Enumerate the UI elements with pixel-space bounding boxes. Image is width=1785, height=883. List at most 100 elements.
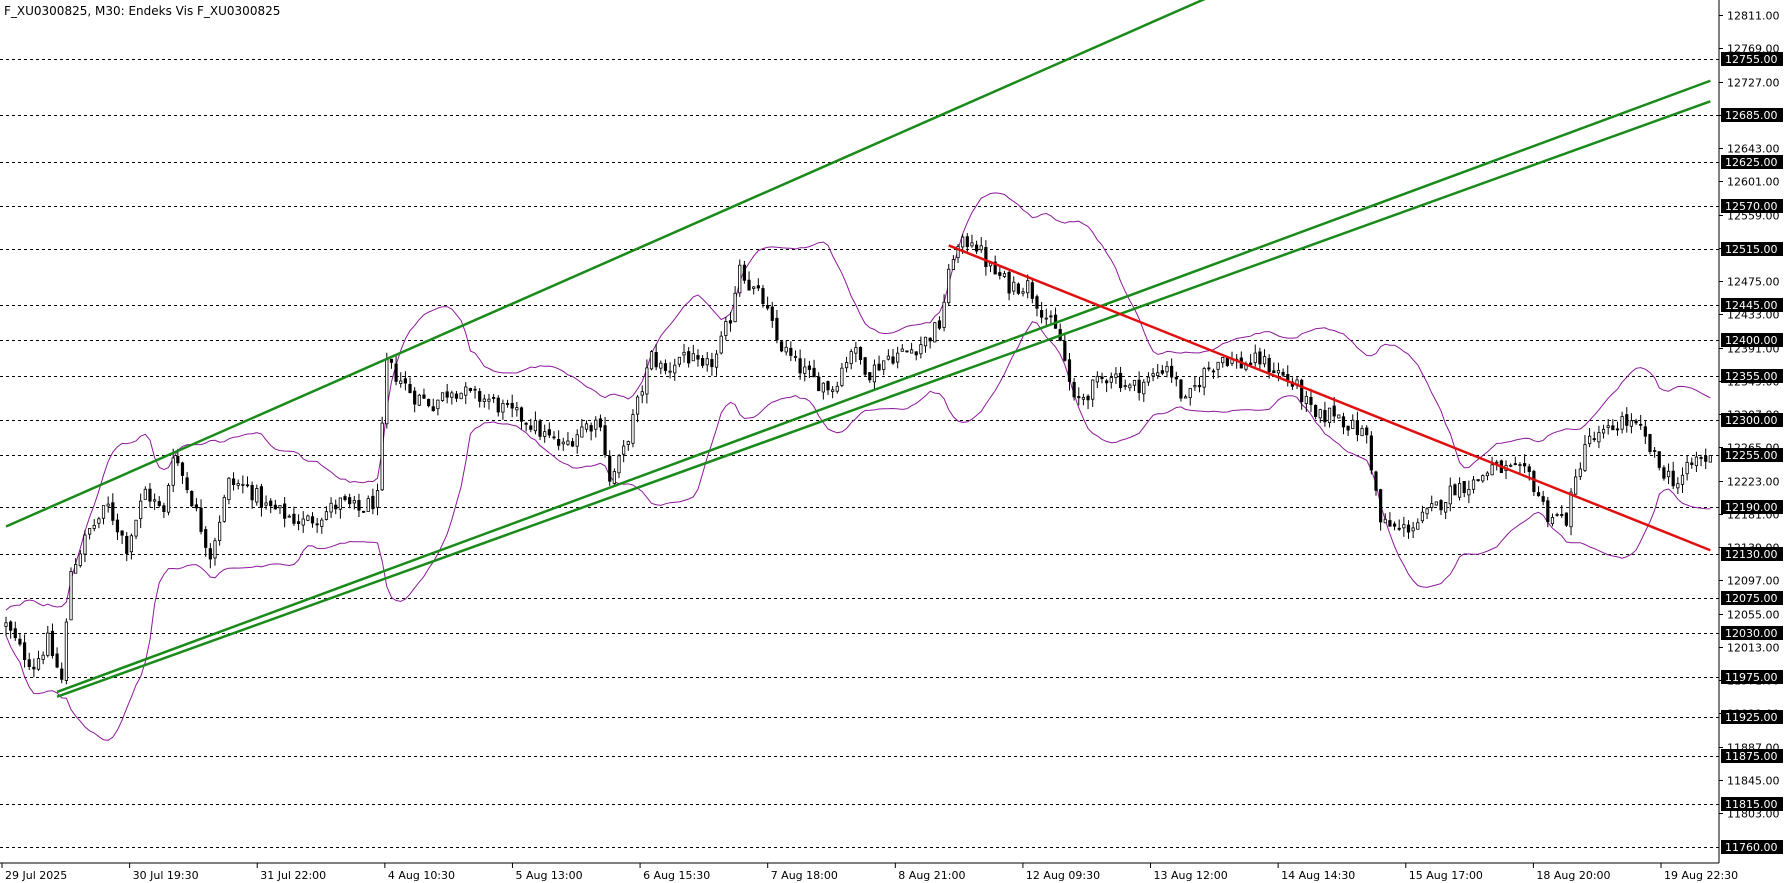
candle: [622, 440, 626, 463]
candle: [635, 394, 640, 423]
candle: [826, 380, 830, 395]
candle: [1699, 454, 1703, 467]
candle: [626, 440, 630, 451]
green-channel-line[interactable]: [5, 0, 1436, 528]
candle: [1142, 379, 1146, 402]
level-price-tag: 12255.00: [1721, 448, 1783, 462]
candle: [1560, 505, 1564, 518]
candle: [724, 317, 728, 341]
candle: [868, 372, 872, 383]
candle: [1253, 344, 1257, 367]
candle: [1588, 427, 1592, 448]
candle: [1634, 418, 1638, 425]
candle: [673, 358, 677, 381]
candle: [942, 294, 946, 332]
candle: [1397, 519, 1401, 531]
candle: [770, 301, 774, 328]
candle: [1030, 280, 1034, 304]
green-channel-line[interactable]: [56, 79, 1711, 694]
candle: [1522, 454, 1527, 473]
candle: [1086, 394, 1090, 410]
candle: [55, 647, 59, 669]
candle: [1174, 371, 1178, 387]
candle: [668, 362, 672, 379]
level-price-tag: 12300.00: [1721, 413, 1783, 427]
candle: [1420, 505, 1425, 524]
level-price-tag: 12400.00: [1721, 333, 1783, 347]
candle: [1193, 376, 1197, 391]
candle: [338, 497, 342, 519]
candle: [482, 394, 486, 408]
candle: [561, 437, 565, 451]
candle: [835, 381, 839, 394]
candle: [310, 512, 315, 528]
candle: [366, 495, 370, 512]
candle: [1578, 462, 1582, 480]
candle: [1704, 448, 1708, 469]
candle: [204, 526, 208, 557]
candle: [278, 505, 282, 515]
candle: [1653, 447, 1657, 458]
candle: [1365, 425, 1369, 444]
candle: [227, 477, 231, 505]
candle: [947, 264, 951, 306]
x-tick-label: 13 Aug 12:00: [1154, 869, 1228, 882]
level-price-tag: 12625.00: [1721, 155, 1783, 169]
candle: [1615, 421, 1620, 436]
level-price-label: 12030.00: [1725, 627, 1778, 640]
candle: [153, 493, 157, 510]
candle: [185, 471, 189, 494]
candle: [315, 517, 319, 533]
candle: [631, 409, 635, 448]
level-price-label: 11760.00: [1725, 841, 1778, 854]
candle: [1063, 332, 1067, 362]
candle: [784, 340, 788, 356]
candle: [594, 416, 598, 438]
candle: [473, 385, 477, 399]
candle: [32, 658, 36, 678]
candle: [422, 388, 426, 400]
x-tick-label: 18 Aug 20:00: [1536, 869, 1610, 882]
candle: [1555, 512, 1559, 517]
candle: [403, 371, 407, 391]
candle: [1536, 486, 1541, 497]
candle: [180, 461, 185, 484]
candle: [64, 618, 68, 685]
candle: [1165, 361, 1169, 378]
candle: [1128, 383, 1132, 392]
green-channel-line[interactable]: [56, 100, 1711, 698]
candle: [459, 392, 463, 400]
candle: [440, 392, 445, 402]
candle: [143, 486, 147, 500]
candle: [1620, 411, 1624, 434]
candle: [1170, 358, 1174, 383]
level-price-label: 12685.00: [1725, 109, 1778, 122]
candle: [501, 399, 505, 420]
candle: [111, 493, 115, 526]
candle: [371, 488, 375, 515]
lower-band: [5, 321, 1711, 741]
candle: [115, 513, 120, 541]
candle: [937, 316, 942, 331]
candle: [1513, 456, 1517, 466]
candle: [589, 422, 593, 441]
candle: [1416, 518, 1420, 530]
candle: [752, 285, 756, 295]
candle: [129, 533, 133, 560]
candle: [171, 448, 175, 492]
candle: [199, 499, 203, 535]
candle: [1105, 378, 1109, 393]
candle: [22, 634, 27, 668]
candle: [1225, 357, 1229, 367]
trend-lines[interactable]: [5, 0, 1711, 698]
candle: [584, 420, 589, 433]
y-tick-label: 12727.00: [1727, 77, 1780, 90]
candle: [241, 475, 245, 494]
candle: [1518, 462, 1522, 475]
candle: [1216, 361, 1220, 379]
red-trend-line[interactable]: [948, 244, 1711, 552]
level-price-tag: 12190.00: [1721, 500, 1783, 514]
candle: [1035, 294, 1039, 317]
